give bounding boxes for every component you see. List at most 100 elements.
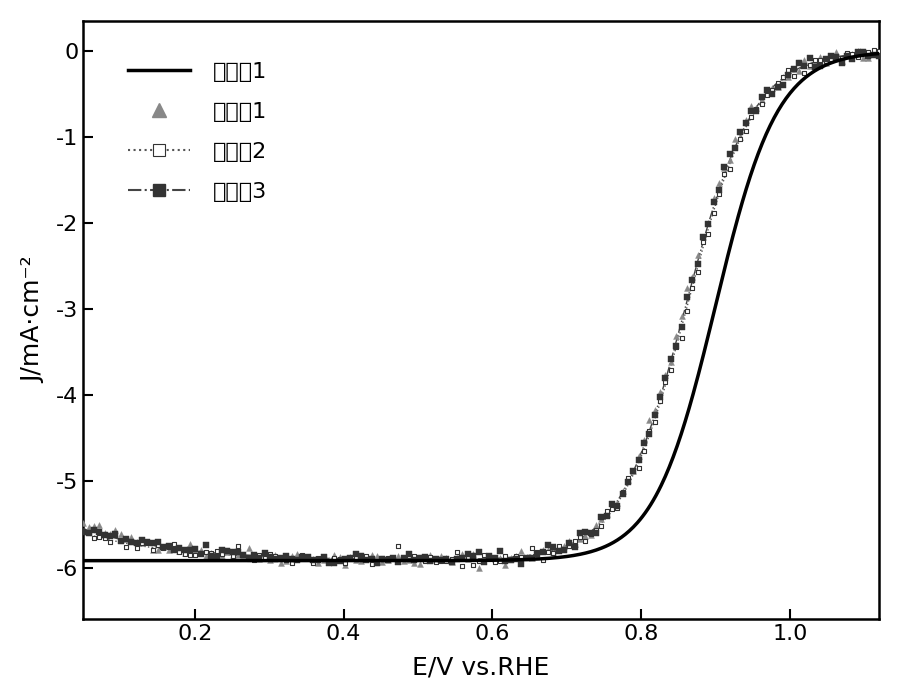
Point xyxy=(583,528,598,539)
Point xyxy=(247,554,261,566)
Point xyxy=(519,552,534,564)
Point xyxy=(317,555,331,566)
Point xyxy=(637,435,652,446)
Point xyxy=(199,547,213,558)
Point xyxy=(279,556,293,567)
Point xyxy=(359,551,374,562)
Point xyxy=(247,550,261,561)
Point xyxy=(321,558,336,569)
Point xyxy=(301,552,315,563)
Point xyxy=(770,81,785,92)
Point xyxy=(717,168,732,179)
Point xyxy=(472,562,486,573)
Point xyxy=(572,533,587,545)
Point xyxy=(749,103,763,114)
Point xyxy=(321,554,336,565)
Point xyxy=(295,550,310,561)
Point xyxy=(434,554,448,565)
Point xyxy=(97,527,112,538)
Point xyxy=(845,48,859,60)
Point xyxy=(605,504,619,515)
Point xyxy=(445,556,459,567)
Point xyxy=(696,237,710,248)
Point xyxy=(840,47,854,58)
Point xyxy=(519,552,534,563)
Point xyxy=(616,485,630,496)
Point xyxy=(177,545,192,556)
Point xyxy=(738,115,752,126)
Point xyxy=(824,53,838,64)
Point xyxy=(781,70,796,81)
Point xyxy=(466,548,481,559)
Point xyxy=(241,553,256,564)
Point xyxy=(327,549,341,560)
Point xyxy=(781,64,796,76)
Point xyxy=(392,550,406,561)
Point xyxy=(119,533,133,544)
Point xyxy=(348,552,363,563)
Point xyxy=(557,545,572,556)
Point xyxy=(696,232,710,243)
Point xyxy=(578,536,592,547)
Point xyxy=(252,552,266,564)
Point xyxy=(674,321,688,332)
Point xyxy=(818,53,832,64)
Point xyxy=(652,392,667,403)
Point xyxy=(183,550,197,561)
Point xyxy=(231,547,246,558)
Point xyxy=(872,50,886,62)
Point xyxy=(166,544,181,555)
Point xyxy=(589,527,603,538)
Point xyxy=(290,554,304,565)
Point xyxy=(370,557,384,568)
Point xyxy=(81,528,95,539)
Point xyxy=(508,554,523,565)
Point xyxy=(541,546,555,557)
Point xyxy=(738,126,752,137)
Point xyxy=(643,425,657,436)
Point xyxy=(749,105,763,116)
Point xyxy=(241,554,256,565)
Point xyxy=(161,540,176,551)
Point xyxy=(599,510,614,522)
Point xyxy=(236,550,250,561)
Point xyxy=(226,550,240,561)
Point xyxy=(498,550,512,561)
Point xyxy=(824,51,838,62)
Point xyxy=(472,546,486,557)
Point xyxy=(317,552,331,563)
Point xyxy=(706,197,721,208)
Point xyxy=(770,78,785,89)
Point xyxy=(130,536,144,547)
Point xyxy=(124,537,139,548)
Point xyxy=(814,52,828,63)
Point xyxy=(572,531,587,542)
Point xyxy=(583,530,598,541)
Point xyxy=(241,542,256,554)
Point xyxy=(343,552,357,564)
Point xyxy=(375,556,390,568)
Point xyxy=(738,118,752,129)
Point xyxy=(103,537,117,548)
Point xyxy=(808,61,823,72)
Point xyxy=(632,455,646,466)
Point xyxy=(220,546,235,557)
Point xyxy=(226,550,240,561)
Point xyxy=(765,82,779,93)
Point xyxy=(834,57,849,69)
Point xyxy=(824,51,838,62)
Point xyxy=(637,445,652,456)
Point xyxy=(135,534,149,545)
Point xyxy=(818,56,832,67)
Point xyxy=(108,524,122,536)
Point xyxy=(787,63,801,74)
Point xyxy=(706,193,721,204)
Point xyxy=(734,133,748,144)
Point xyxy=(412,552,427,563)
Point xyxy=(386,552,400,564)
Point xyxy=(541,545,555,556)
Point xyxy=(787,71,801,82)
Point xyxy=(461,554,475,565)
Point xyxy=(76,526,90,538)
Point xyxy=(546,542,561,553)
